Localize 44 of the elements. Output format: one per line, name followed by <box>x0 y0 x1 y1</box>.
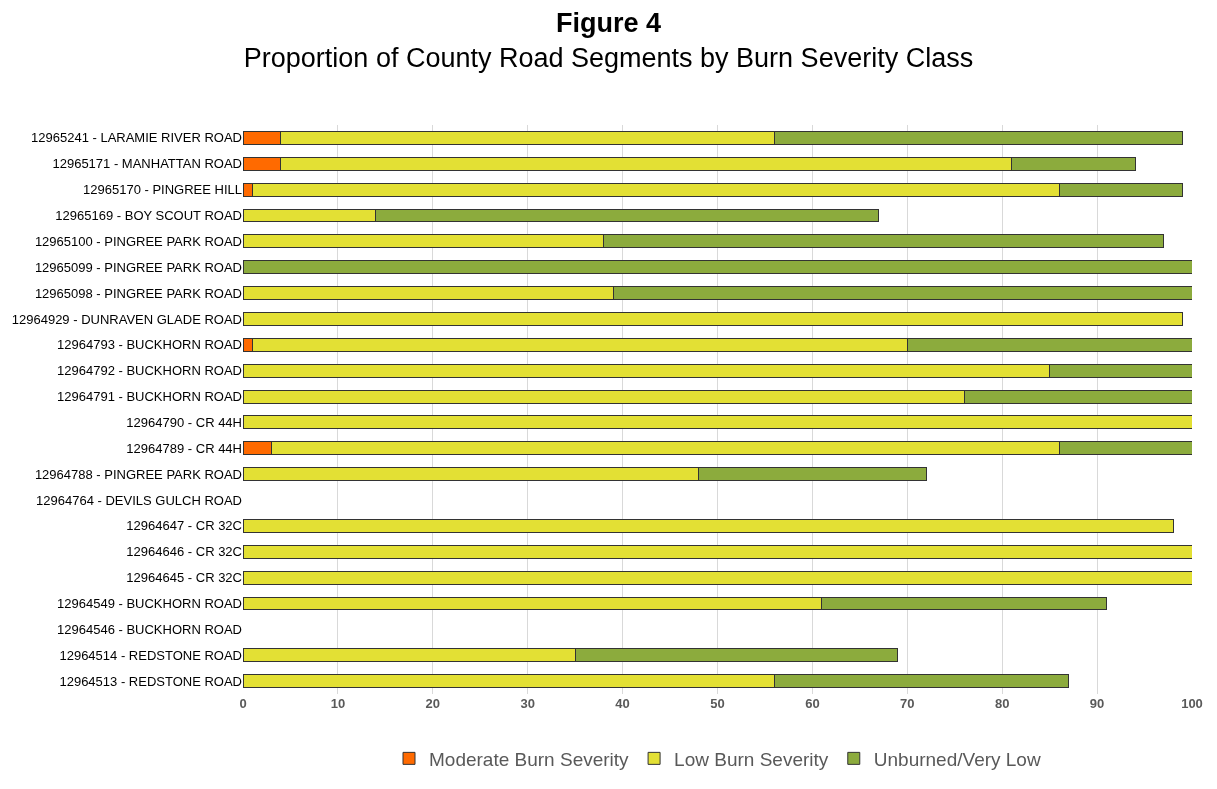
y-tick-label: 12964546 - BUCKHORN ROAD <box>57 621 242 637</box>
bar <box>243 570 1192 585</box>
x-tick-label: 70 <box>900 696 915 711</box>
y-tick-label: 12965100 - PINGREE PARK ROAD <box>34 233 242 249</box>
y-tick-label: 12964788 - PINGREE PARK ROAD <box>34 466 242 482</box>
y-tick-label: 12965099 - PINGREE PARK ROAD <box>34 259 242 275</box>
x-tick-label: 50 <box>710 696 725 711</box>
legend-label: Low Burn Severity <box>674 748 829 770</box>
y-tick-label: 12965241 - LARAMIE RIVER ROAD <box>31 130 242 146</box>
bar <box>243 544 1192 559</box>
y-tick-label: 12964647 - CR 32C <box>126 518 242 534</box>
x-tick-label: 10 <box>330 696 346 711</box>
x-tick-label: 20 <box>425 696 441 711</box>
bar <box>243 415 1192 430</box>
x-tick-label: 40 <box>615 696 630 711</box>
chart-title: Figure 4 <box>555 7 662 38</box>
y-tick-label: 12964549 - BUCKHORN ROAD <box>57 596 242 612</box>
bar <box>243 312 1184 326</box>
y-tick-label: 12964514 - REDSTONE ROAD <box>59 647 242 663</box>
x-tick-label: 30 <box>520 696 535 711</box>
chart-subtitle: Proportion of County Road Segments by Burn Severity Class <box>243 42 974 73</box>
y-tick-label: 12964790 - CR 44H <box>126 414 242 430</box>
y-tick-label: 12964645 - CR 32C <box>126 570 242 586</box>
x-tick-label: 60 <box>805 696 820 711</box>
y-tick-label: 12964789 - CR 44H <box>126 440 242 456</box>
x-tick-label: 0 <box>239 696 247 711</box>
x-tick-label: 80 <box>994 696 1010 711</box>
y-tick-label: 12964513 - REDSTONE ROAD <box>59 673 242 689</box>
x-tick-label: 90 <box>1089 696 1105 711</box>
y-tick-label: 12964764 - DEVILS GULCH ROAD <box>36 492 242 508</box>
y-tick-label: 12965098 - PINGREE PARK ROAD <box>34 285 242 301</box>
y-tick-label: 12964792 - BUCKHORN ROAD <box>57 363 242 379</box>
y-tick-label: 12965169 - BOY SCOUT ROAD <box>55 208 242 224</box>
legend-label: Unburned/Very Low <box>873 748 1041 770</box>
y-tick-label: 12964793 - BUCKHORN ROAD <box>57 337 242 353</box>
bar <box>243 518 1174 533</box>
y-tick-label: 12964646 - CR 32C <box>126 544 242 560</box>
legend-label: Moderate Burn Severity <box>429 748 630 770</box>
bar <box>243 260 1192 275</box>
y-tick-label: 12965170 - PINGREE HILL <box>83 182 242 198</box>
y-tick-label: 12964929 - DUNRAVEN GLADE ROAD <box>11 311 242 327</box>
y-tick-label: 12965171 - MANHATTAN ROAD <box>52 156 242 172</box>
x-tick-label: 100 <box>1181 696 1203 711</box>
y-tick-label: 12964791 - BUCKHORN ROAD <box>57 389 242 405</box>
